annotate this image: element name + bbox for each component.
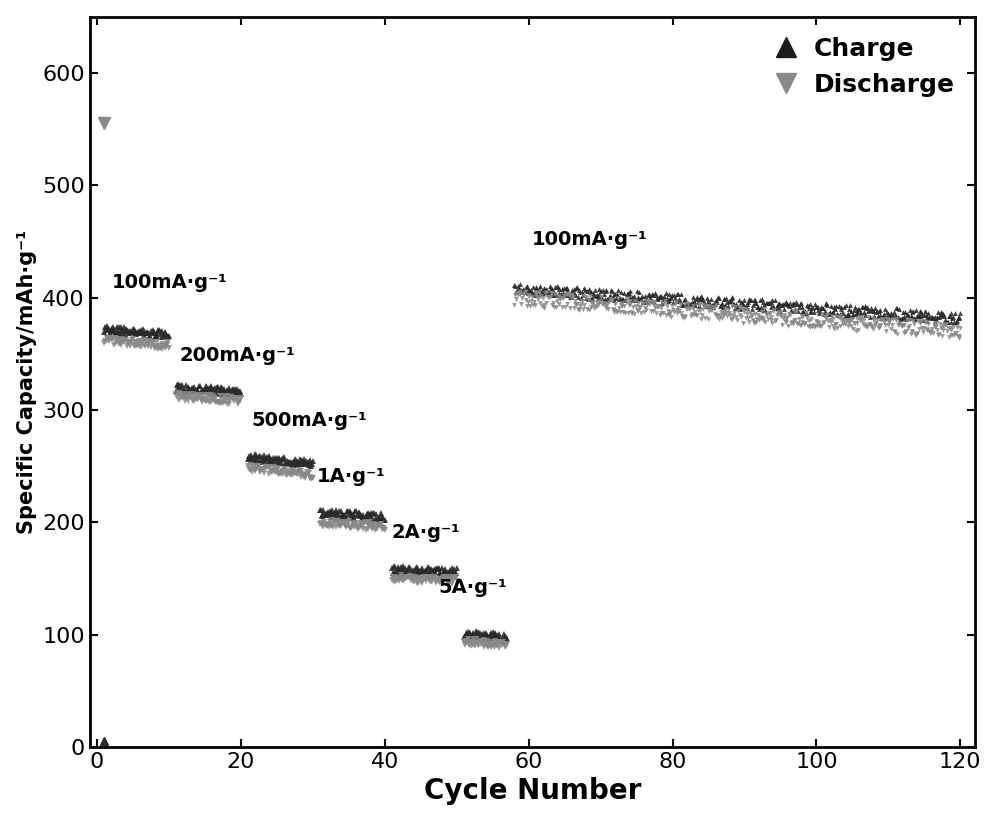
Text: 500mA·g⁻¹: 500mA·g⁻¹ xyxy=(252,411,367,430)
Text: 200mA·g⁻¹: 200mA·g⁻¹ xyxy=(180,346,296,365)
Text: 100mA·g⁻¹: 100mA·g⁻¹ xyxy=(111,273,227,292)
Text: 5A·g⁻¹: 5A·g⁻¹ xyxy=(439,579,507,598)
Text: 2A·g⁻¹: 2A·g⁻¹ xyxy=(392,524,461,543)
Text: 100mA·g⁻¹: 100mA·g⁻¹ xyxy=(532,230,648,249)
Y-axis label: Specific Capacity/mAh·g⁻¹: Specific Capacity/mAh·g⁻¹ xyxy=(17,229,37,534)
Text: 1A·g⁻¹: 1A·g⁻¹ xyxy=(316,467,385,487)
Legend: Charge, Discharge: Charge, Discharge xyxy=(754,29,962,104)
X-axis label: Cycle Number: Cycle Number xyxy=(424,778,641,806)
